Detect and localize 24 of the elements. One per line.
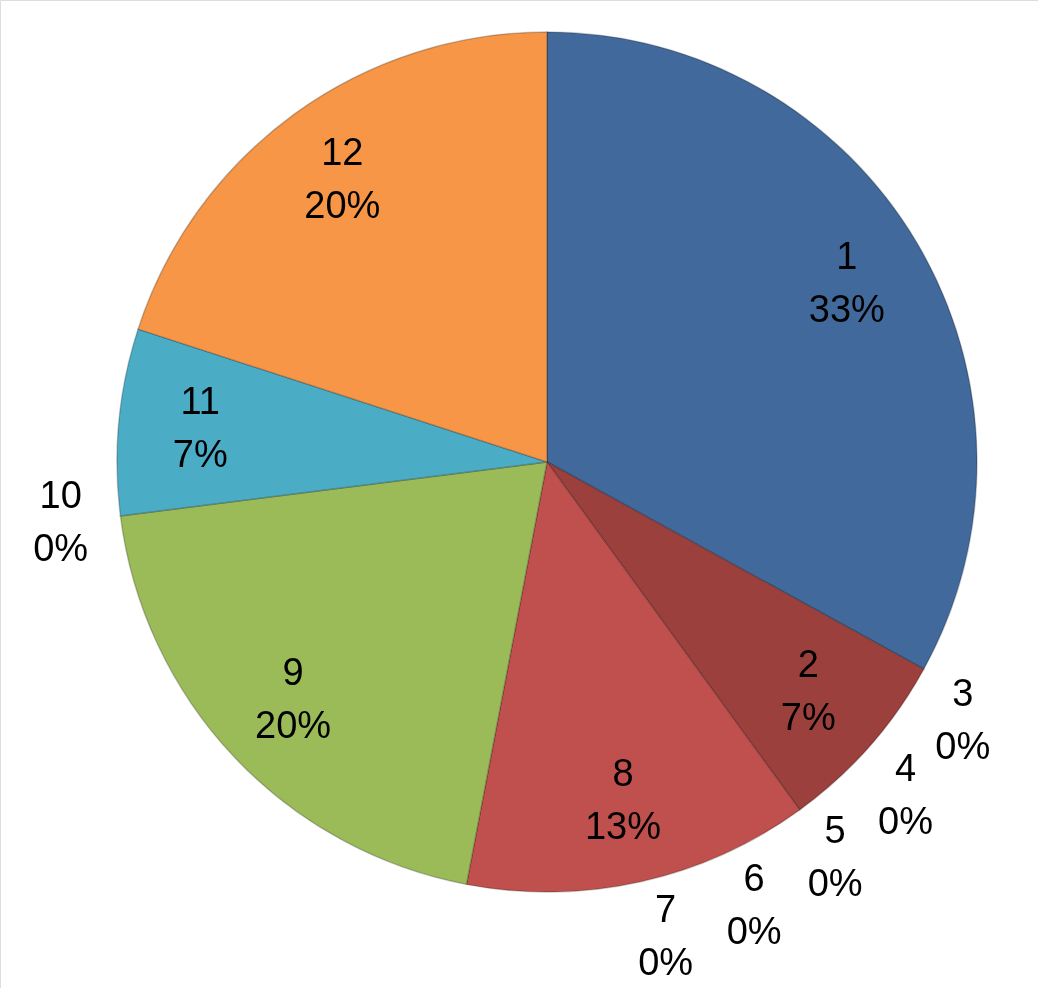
text: 0% (935, 725, 991, 768)
text: 0% (726, 909, 782, 952)
data-label: 20% (304, 183, 381, 226)
category-label: 10 (39, 473, 82, 516)
category-label: 5 (824, 809, 846, 852)
category-label: 7 (655, 888, 677, 931)
data-label: 7% (172, 432, 228, 475)
text: 0% (807, 862, 863, 905)
category-label: 4 (894, 746, 917, 789)
category-label: 3 (952, 672, 974, 715)
category-label: 6 (743, 856, 765, 899)
text: 0% (638, 941, 694, 984)
text: 0% (878, 799, 933, 842)
slice-label: 1 (836, 235, 858, 278)
text: 0% (33, 526, 89, 569)
slice-label: 11 (180, 379, 220, 422)
slice-label: 8 (612, 752, 634, 795)
data-label: 7% (780, 695, 836, 738)
data-label: 13% (584, 805, 662, 848)
slice-label: 9 (282, 650, 304, 693)
slice-label: 12 (321, 130, 364, 173)
slice-label: 2 (797, 642, 819, 685)
data-label: 33% (808, 288, 885, 331)
data-label: 20% (255, 703, 332, 746)
